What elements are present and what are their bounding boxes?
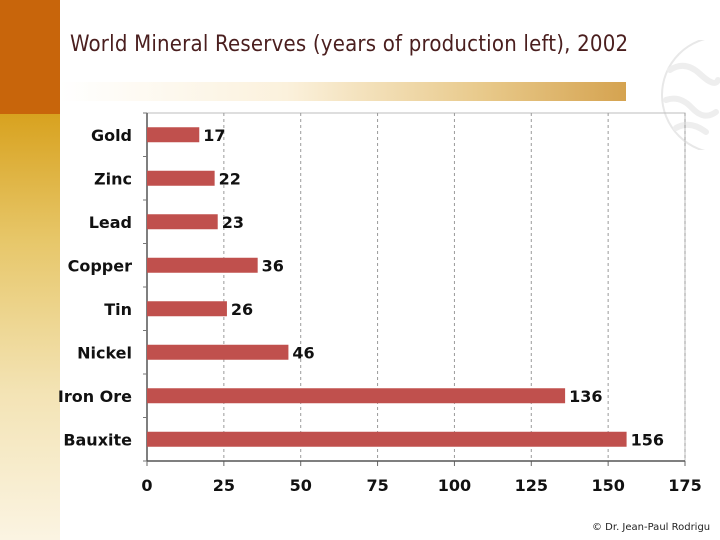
- value-label: 36: [262, 256, 284, 275]
- bar-iron-ore: [147, 388, 566, 404]
- value-label: 17: [203, 126, 225, 145]
- bar-zinc: [147, 170, 215, 186]
- labels: 0 25 50 75 100 125 150 175 Gold 17 Zinc 22 Lead 23 Cop…: [58, 126, 702, 495]
- bar-lead: [147, 214, 218, 230]
- category-label: Gold: [91, 126, 132, 145]
- bar-tin: [147, 301, 227, 317]
- value-label: 22: [219, 169, 241, 188]
- x-tick-label: 125: [515, 476, 548, 495]
- x-tick-label: 175: [668, 476, 701, 495]
- category-label: Zinc: [94, 169, 132, 188]
- category-label: Nickel: [77, 343, 132, 362]
- bar-bauxite: [147, 431, 627, 447]
- copyright-credit: © Dr. Jean-Paul Rodrigu: [592, 522, 711, 533]
- x-tick-label: 0: [141, 476, 152, 495]
- x-tick-label: 50: [290, 476, 312, 495]
- gridlines: [146, 112, 686, 462]
- value-label: 136: [569, 387, 602, 406]
- title-underline-strip: [60, 82, 626, 101]
- chart-title: World Mineral Reserves (years of product…: [70, 32, 629, 57]
- x-tick-label: 100: [438, 476, 471, 495]
- x-tick-label: 150: [591, 476, 624, 495]
- value-label: 23: [222, 213, 244, 232]
- category-label: Copper: [68, 256, 132, 275]
- value-label: 46: [292, 343, 314, 362]
- decorative-side-bar-bottom: [0, 114, 60, 540]
- category-label: Iron Ore: [58, 387, 132, 406]
- value-label: 156: [631, 430, 664, 449]
- bars: [147, 127, 627, 447]
- category-label: Tin: [104, 300, 132, 319]
- value-label: 26: [231, 300, 253, 319]
- bar-gold: [147, 127, 200, 143]
- x-tick-label: 25: [213, 476, 235, 495]
- globe-watermark-icon: [661, 40, 720, 150]
- category-label: Lead: [89, 213, 132, 232]
- bar-copper: [147, 257, 258, 273]
- category-label: Bauxite: [63, 430, 132, 449]
- x-tick-label: 75: [366, 476, 388, 495]
- plot-area-border: [146, 112, 686, 462]
- bar-nickel: [147, 344, 289, 360]
- decorative-side-bar-top: [0, 0, 60, 114]
